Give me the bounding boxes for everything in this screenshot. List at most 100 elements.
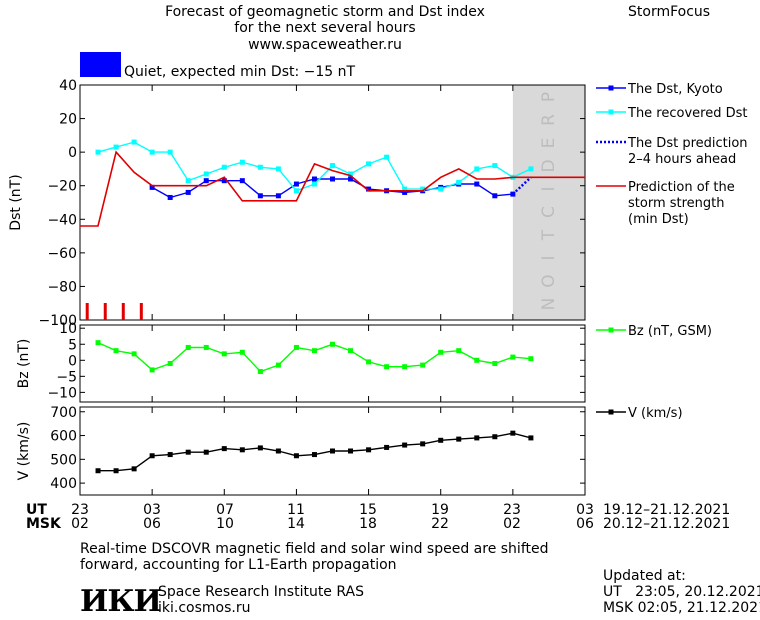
data-point bbox=[474, 357, 480, 363]
y-tick-label: −10 bbox=[47, 385, 77, 401]
data-point bbox=[221, 164, 227, 170]
msk-tick-label: 06 bbox=[143, 516, 161, 532]
data-point bbox=[221, 178, 227, 184]
data-point bbox=[311, 348, 317, 354]
data-point bbox=[221, 446, 227, 452]
series-line bbox=[97, 341, 531, 373]
legend-marker bbox=[608, 327, 614, 333]
prediction-letter: E bbox=[539, 138, 559, 149]
data-point bbox=[330, 341, 335, 347]
data-point bbox=[384, 154, 390, 160]
legend-entry: Prediction of the bbox=[628, 180, 735, 195]
data-point bbox=[167, 452, 173, 458]
msk-tick-label: 14 bbox=[287, 516, 305, 532]
data-point bbox=[456, 179, 462, 185]
y-tick-label: −20 bbox=[47, 179, 77, 195]
msk-tick-label: 22 bbox=[431, 516, 449, 532]
data-point bbox=[239, 178, 245, 184]
prediction-letter: C bbox=[539, 206, 559, 218]
data-point bbox=[185, 189, 191, 195]
y-tick-label: −60 bbox=[47, 246, 77, 262]
data-point bbox=[257, 445, 263, 451]
status-color-swatch bbox=[80, 52, 121, 77]
data-point bbox=[293, 344, 299, 350]
prediction-letter: T bbox=[539, 229, 559, 241]
data-point bbox=[402, 186, 408, 192]
data-point bbox=[456, 348, 462, 354]
y-tick-label: −80 bbox=[47, 279, 77, 295]
data-point bbox=[293, 188, 299, 194]
data-point bbox=[438, 349, 444, 355]
data-point bbox=[149, 149, 155, 155]
data-point bbox=[167, 149, 173, 155]
data-point bbox=[95, 468, 101, 474]
legend-entry: Bz (nT, GSM) bbox=[628, 324, 712, 339]
data-point bbox=[438, 437, 444, 443]
updated-ut: UT 23:05, 20.12.2021 bbox=[603, 584, 760, 600]
org-site[interactable]: iki.cosmos.ru bbox=[158, 600, 251, 616]
data-point bbox=[275, 166, 281, 172]
data-point bbox=[474, 166, 480, 172]
data-point bbox=[402, 442, 408, 448]
data-point bbox=[185, 344, 191, 350]
panel-frame bbox=[79, 84, 586, 321]
data-point bbox=[311, 176, 317, 182]
data-point bbox=[293, 181, 299, 187]
data-point bbox=[185, 449, 191, 455]
data-point bbox=[275, 362, 281, 368]
y-tick-label: 700 bbox=[50, 405, 77, 421]
status-label: Quiet, expected min Dst: −15 nT bbox=[124, 64, 356, 80]
data-point bbox=[149, 367, 155, 373]
data-point bbox=[275, 193, 281, 199]
data-point bbox=[113, 144, 119, 150]
data-point bbox=[420, 441, 426, 447]
data-point bbox=[348, 448, 354, 454]
footer-note-line2: forward, accounting for L1-Earth propaga… bbox=[80, 557, 397, 573]
prediction-region bbox=[512, 85, 585, 320]
website-link[interactable]: www.spaceweather.ru bbox=[248, 37, 402, 53]
data-point bbox=[257, 369, 263, 375]
data-point bbox=[185, 178, 191, 184]
legend-entry: The Dst prediction bbox=[627, 136, 748, 151]
data-point bbox=[131, 466, 137, 472]
ut-tick-label: 19 bbox=[431, 502, 449, 518]
y-tick-label: 400 bbox=[50, 476, 77, 492]
legend-marker bbox=[608, 85, 614, 91]
data-point bbox=[456, 436, 462, 442]
data-point bbox=[366, 161, 372, 167]
y-tick-label: 10 bbox=[59, 321, 77, 337]
ut-tick-label: 03 bbox=[143, 502, 161, 518]
org-name: Space Research Institute RAS bbox=[158, 584, 364, 600]
data-point bbox=[149, 184, 155, 190]
data-point bbox=[330, 163, 335, 169]
data-point bbox=[95, 149, 101, 155]
y-tick-label: 40 bbox=[59, 78, 77, 94]
prediction-letter: R bbox=[539, 114, 559, 126]
data-point bbox=[528, 356, 534, 362]
legend-entry: The recovered Dst bbox=[627, 106, 747, 121]
panel-frame bbox=[79, 324, 586, 403]
data-point bbox=[420, 186, 426, 192]
data-point bbox=[221, 351, 227, 357]
footer-note-line1: Real-time DSCOVR magnetic field and sola… bbox=[80, 541, 549, 557]
msk-tick-label: 02 bbox=[71, 516, 89, 532]
data-point bbox=[167, 361, 173, 366]
data-point bbox=[492, 434, 498, 440]
series-line bbox=[98, 432, 532, 472]
data-point bbox=[348, 176, 354, 182]
ut-tick-label: 03 bbox=[576, 502, 594, 518]
prediction-letter: I bbox=[539, 255, 559, 260]
data-point bbox=[528, 166, 534, 172]
data-point bbox=[366, 186, 372, 192]
y-tick-label: −5 bbox=[56, 369, 77, 385]
ut-tick-label: 23 bbox=[503, 502, 521, 518]
data-point bbox=[510, 191, 516, 197]
legend-entry: (min Dst) bbox=[628, 212, 689, 227]
legend-entry: The Dst, Kyoto bbox=[627, 82, 723, 97]
legend-marker bbox=[608, 109, 614, 115]
data-point bbox=[384, 444, 390, 450]
data-point bbox=[420, 362, 426, 368]
prediction-letter: I bbox=[539, 186, 559, 191]
msk-tick-label: 10 bbox=[216, 516, 234, 532]
legend-entry: 2–4 hours ahead bbox=[628, 152, 736, 167]
